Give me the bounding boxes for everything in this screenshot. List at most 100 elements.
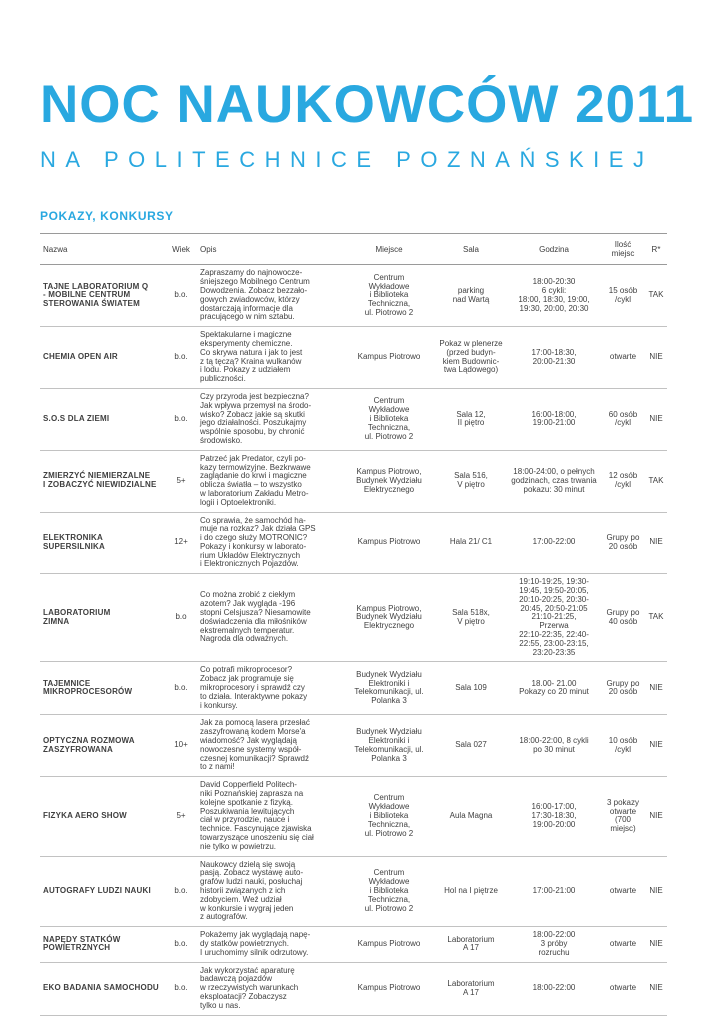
room-cell: Sala 109 xyxy=(435,661,507,716)
room-cell: Aula Magna xyxy=(435,776,507,857)
time-cell: 18:00-22:00 xyxy=(507,962,601,1016)
event-name-cell: AUTOGRAFY LUDZI NAUKI xyxy=(40,856,165,928)
room-cell: Sala 518x, V piętro xyxy=(435,573,507,663)
room-cell: Laboratorium A 17 xyxy=(435,962,507,1016)
capacity-cell: 15 osób /cykl xyxy=(601,264,645,328)
place-cell: Budynek Wydziału Elektroniki i Telekomun… xyxy=(343,714,435,778)
column-header-nazwa: Nazwa xyxy=(40,232,165,266)
event-name-cell: TAJNE LABORATORIUM Q - MOBILNE CENTRUM S… xyxy=(40,264,165,328)
place-cell: Kampus Piotrowo xyxy=(343,962,435,1016)
capacity-cell: Grupy po 20 osób xyxy=(601,661,645,716)
description-cell: Spektakularne i magiczne eksperymenty ch… xyxy=(197,326,343,389)
table-row: S.O.S DLA ZIEMI b.o. Czy przyroda jest b… xyxy=(40,388,667,451)
age-cell: b.o. xyxy=(165,388,197,451)
column-header-opis: Opis xyxy=(197,232,343,266)
page-title: NOC NAUKOWCÓW 2011 xyxy=(40,75,695,134)
place-cell: Centrum Wykładowe i Biblioteka Techniczn… xyxy=(343,856,435,928)
time-cell: 17:00-21:00 xyxy=(507,856,601,928)
capacity-cell: 60 osób /cykl xyxy=(601,388,645,451)
description-cell: Zapraszamy do najnowocze- śniejszego Mob… xyxy=(197,264,343,328)
registration-cell: TAK xyxy=(645,573,667,663)
registration-cell: NIE xyxy=(645,661,667,716)
event-name-cell: EKO BADANIA SAMOCHODU xyxy=(40,962,165,1016)
place-cell: Kampus Piotrowo, Budynek Wydziału Elektr… xyxy=(343,450,435,513)
place-cell: Kampus Piotrowo xyxy=(343,512,435,575)
event-name-cell: ZMIERZYĆ NIEMIERZALNE I ZOBACZYĆ NIEWIDZ… xyxy=(40,450,165,513)
age-cell: b.o. xyxy=(165,926,197,963)
time-cell: 16:00-17:00, 17:30-18:30, 19:00-20:00 xyxy=(507,776,601,857)
capacity-cell: otwarte xyxy=(601,856,645,928)
description-cell: Czy przyroda jest bezpieczna? Jak wpływa… xyxy=(197,388,343,451)
capacity-cell: otwarte xyxy=(601,926,645,963)
column-header-wiek: Wiek xyxy=(165,232,197,266)
time-cell: 17:00-18:30, 20:00-21:30 xyxy=(507,326,601,389)
registration-cell: NIE xyxy=(645,776,667,857)
age-cell: 5+ xyxy=(165,776,197,857)
capacity-cell: 12 osób /cykl xyxy=(601,450,645,513)
page-subtitle: NA POLITECHNICE POZNAŃSKIEJ xyxy=(40,147,654,172)
column-header-miejsce: Miejsce xyxy=(343,232,435,266)
age-cell: b.o. xyxy=(165,264,197,328)
description-cell: Jak wykorzystać aparaturę badawczą pojaz… xyxy=(197,962,343,1016)
room-cell: parking nad Wartą xyxy=(435,264,507,328)
event-name-cell: FIZYKA AERO SHOW xyxy=(40,776,165,857)
event-name-cell: S.O.S DLA ZIEMI xyxy=(40,388,165,451)
age-cell: b.o. xyxy=(165,326,197,389)
age-cell: b.o. xyxy=(165,661,197,716)
description-cell: Pokażemy jak wyglądają napę- dy statków … xyxy=(197,926,343,963)
table-row: TAJNE LABORATORIUM Q - MOBILNE CENTRUM S… xyxy=(40,264,667,328)
table-row: EKO BADANIA SAMOCHODU b.o. Jak wykorzyst… xyxy=(40,962,667,1016)
table-row: NAPĘDY STATKÓW POWIETRZNYCH b.o. Pokażem… xyxy=(40,926,667,963)
column-header-godzina: Godzina xyxy=(507,232,601,266)
age-cell: b.o xyxy=(165,573,197,663)
place-cell: Kampus Piotrowo, Budynek Wydziału Elektr… xyxy=(343,573,435,663)
table-row: FIZYKA AERO SHOW 5+ David Copperfield Po… xyxy=(40,776,667,857)
event-name-cell: LABORATORIUM ZIMNA xyxy=(40,573,165,663)
room-cell: Sala 12, II piętro xyxy=(435,388,507,451)
event-name-cell: OPTYCZNA ROZMOWA ZASZYFROWANA xyxy=(40,714,165,778)
registration-cell: TAK xyxy=(645,264,667,328)
description-cell: Patrzeć jak Predator, czyli po- kazy ter… xyxy=(197,450,343,513)
table-row: ELEKTRONIKA SUPERSILNIKA 12+ Co sprawia,… xyxy=(40,512,667,575)
place-cell: Budynek Wydziału Elektroniki i Telekomun… xyxy=(343,661,435,716)
column-header-sala: Sala xyxy=(435,232,507,266)
age-cell: b.o. xyxy=(165,962,197,1016)
age-cell: b.o. xyxy=(165,856,197,928)
table-row: OPTYCZNA ROZMOWA ZASZYFROWANA 10+ Jak za… xyxy=(40,714,667,778)
time-cell: 16:00-18:00, 19:00-21:00 xyxy=(507,388,601,451)
table-row: TAJEMNICE MIKROPROCESORÓW b.o. Co potraf… xyxy=(40,661,667,716)
room-cell: Laboratorium A 17 xyxy=(435,926,507,963)
table-header-row: Nazwa Wiek Opis Miejsce Sala Godzina Ilo… xyxy=(40,232,667,266)
description-cell: Jak za pomocą lasera przesłać zaszyfrowa… xyxy=(197,714,343,778)
age-cell: 12+ xyxy=(165,512,197,575)
events-table-body: TAJNE LABORATORIUM Q - MOBILNE CENTRUM S… xyxy=(40,264,667,1016)
registration-cell: NIE xyxy=(645,326,667,389)
capacity-cell: Grupy po 40 osób xyxy=(601,573,645,663)
table-row: LABORATORIUM ZIMNA b.o Co można zrobić z… xyxy=(40,573,667,663)
room-cell: Hol na I piętrze xyxy=(435,856,507,928)
table-row: AUTOGRAFY LUDZI NAUKI b.o. Naukowcy dzie… xyxy=(40,856,667,928)
time-cell: 18:00-20:30 6 cykli: 18:00, 18:30, 19:00… xyxy=(507,264,601,328)
event-name-cell: NAPĘDY STATKÓW POWIETRZNYCH xyxy=(40,926,165,963)
capacity-cell: 10 osób /cykl xyxy=(601,714,645,778)
time-cell: 18.00- 21.00 Pokazy co 20 minut xyxy=(507,661,601,716)
events-table: Nazwa Wiek Opis Miejsce Sala Godzina Ilo… xyxy=(40,232,667,1016)
column-header-ilosc: Ilość miejsc xyxy=(601,232,645,266)
description-cell: Naukowcy dzielą się swoją pasją. Zobacz … xyxy=(197,856,343,928)
place-cell: Kampus Piotrowo xyxy=(343,326,435,389)
section-title: POKAZY, KONKURSY xyxy=(40,209,174,223)
description-cell: Co potrafi mikroprocesor? Zobacz jak pro… xyxy=(197,661,343,716)
registration-cell: NIE xyxy=(645,388,667,451)
room-cell: Sala 516, V piętro xyxy=(435,450,507,513)
time-cell: 18:00-22:00 3 próby rozruchu xyxy=(507,926,601,963)
description-cell: Co sprawia, że samochód ha- muje na rozk… xyxy=(197,512,343,575)
place-cell: Centrum Wykładowe i Biblioteka Techniczn… xyxy=(343,388,435,451)
capacity-cell: Grupy po 20 osób xyxy=(601,512,645,575)
capacity-cell: otwarte xyxy=(601,962,645,1016)
time-cell: 18:00-22:00, 8 cykli po 30 minut xyxy=(507,714,601,778)
registration-cell: TAK xyxy=(645,450,667,513)
registration-cell: NIE xyxy=(645,714,667,778)
time-cell: 17:00-22:00 xyxy=(507,512,601,575)
capacity-cell: 3 pokazy otwarte (700 miejsc) xyxy=(601,776,645,857)
